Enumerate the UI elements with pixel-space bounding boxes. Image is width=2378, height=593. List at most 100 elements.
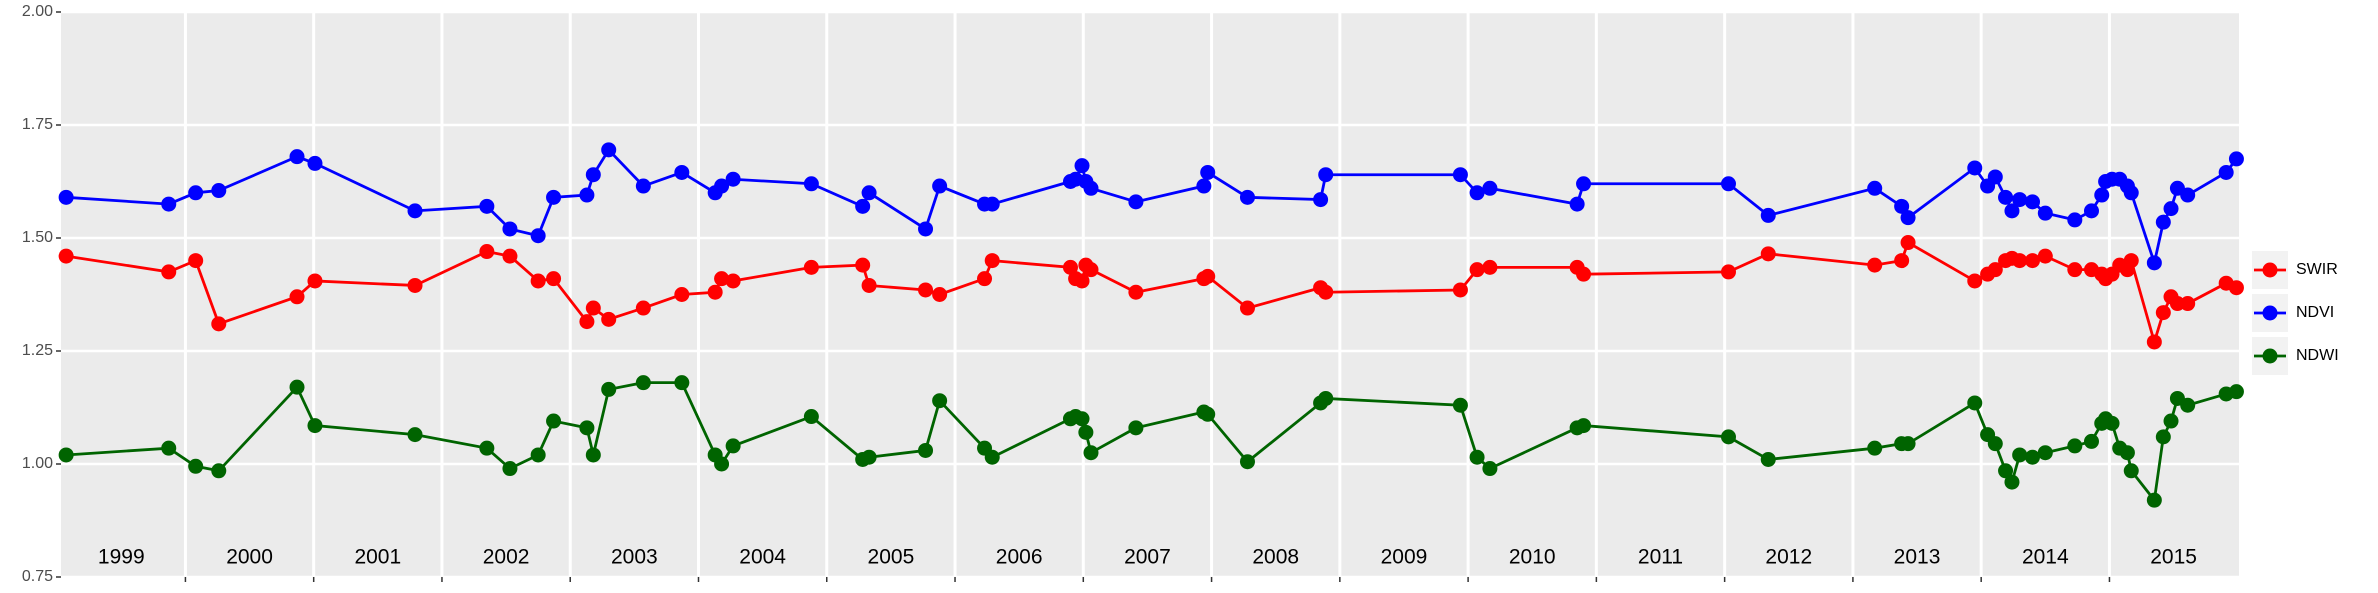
data-point xyxy=(58,447,74,463)
data-point xyxy=(1239,300,1255,316)
data-point xyxy=(2169,296,2185,312)
data-point xyxy=(1967,395,1983,411)
y-tick-label: 1.50 xyxy=(22,229,53,246)
data-point xyxy=(601,381,617,397)
data-point xyxy=(932,393,948,409)
data-point xyxy=(479,244,495,260)
data-point xyxy=(2155,305,2171,321)
year-label: 2009 xyxy=(1381,546,1428,569)
data-point xyxy=(977,271,993,287)
data-point xyxy=(1469,449,1485,465)
data-point xyxy=(1867,257,1883,273)
data-point xyxy=(2067,438,2083,454)
data-point xyxy=(2228,384,2244,400)
legend-label: NDWI xyxy=(2296,347,2339,364)
data-point xyxy=(1074,411,1090,427)
data-point xyxy=(1569,196,1585,212)
data-point xyxy=(502,248,518,264)
data-point xyxy=(1900,235,1916,251)
data-point xyxy=(984,449,1000,465)
data-point xyxy=(1318,167,1334,183)
data-point xyxy=(2123,463,2139,479)
data-point xyxy=(1452,167,1468,183)
data-point xyxy=(2155,214,2171,230)
year-label: 2011 xyxy=(1638,546,1683,569)
data-point xyxy=(289,289,305,305)
data-point xyxy=(1083,445,1099,461)
data-point xyxy=(861,185,877,201)
data-point xyxy=(1998,463,2014,479)
data-point xyxy=(2119,445,2135,461)
data-point xyxy=(1482,461,1498,477)
data-point xyxy=(188,185,204,201)
legend-label: SWIR xyxy=(2296,261,2338,278)
data-point xyxy=(407,427,423,443)
data-point xyxy=(2180,397,2196,413)
data-point xyxy=(2123,253,2139,269)
data-point xyxy=(1074,158,1090,174)
data-point xyxy=(932,287,948,302)
data-point xyxy=(530,447,546,463)
data-point xyxy=(1062,259,1078,275)
data-point xyxy=(714,456,730,472)
data-point xyxy=(1452,397,1468,413)
year-label: 2008 xyxy=(1252,546,1299,569)
data-point xyxy=(2012,253,2028,269)
grid xyxy=(61,10,2239,579)
data-point xyxy=(2024,253,2040,269)
data-point xyxy=(635,178,651,194)
data-point xyxy=(2004,203,2020,219)
data-point xyxy=(984,196,1000,212)
data-point xyxy=(1239,189,1255,205)
data-point xyxy=(2155,429,2171,445)
data-point xyxy=(1576,418,1592,434)
data-point xyxy=(1469,262,1485,278)
data-point xyxy=(714,178,730,194)
data-point xyxy=(674,287,690,302)
data-point xyxy=(707,284,723,300)
legend-label: NDVI xyxy=(2296,304,2334,321)
data-point xyxy=(932,178,948,194)
data-point xyxy=(2228,151,2244,167)
data-point xyxy=(1313,192,1329,208)
data-point xyxy=(1128,420,1144,436)
data-point xyxy=(307,273,323,289)
data-point xyxy=(58,248,74,264)
data-point xyxy=(918,221,934,237)
data-point xyxy=(2163,201,2179,217)
data-point xyxy=(2146,255,2162,271)
data-point xyxy=(1200,164,1216,180)
data-point xyxy=(546,413,562,429)
data-point xyxy=(803,176,819,192)
year-label: 2002 xyxy=(483,546,530,569)
year-label: 2013 xyxy=(1894,546,1941,569)
data-point xyxy=(1900,210,1916,226)
data-point xyxy=(1987,262,2003,278)
data-point xyxy=(1078,424,1094,440)
legend: SWIR NDVI NDWI xyxy=(2250,246,2370,379)
data-point xyxy=(307,155,323,171)
marks xyxy=(58,142,2244,508)
data-point xyxy=(161,196,177,212)
data-point xyxy=(1318,390,1334,406)
data-point xyxy=(1576,176,1592,192)
data-point xyxy=(803,259,819,275)
data-point xyxy=(1128,194,1144,210)
data-point xyxy=(861,277,877,293)
data-point xyxy=(2228,280,2244,296)
data-point xyxy=(1967,160,1983,176)
data-point xyxy=(1967,273,1983,289)
year-label: 2010 xyxy=(1509,546,1556,569)
y-tick-label: 0.75 xyxy=(22,568,53,585)
data-point xyxy=(1452,282,1468,298)
data-point xyxy=(674,375,690,391)
data-point xyxy=(479,440,495,456)
legend-key-point xyxy=(2262,262,2278,278)
data-point xyxy=(161,264,177,280)
data-point xyxy=(1318,284,1334,300)
data-point xyxy=(1128,284,1144,300)
data-point xyxy=(2012,447,2028,463)
year-label: 2012 xyxy=(1765,546,1812,569)
